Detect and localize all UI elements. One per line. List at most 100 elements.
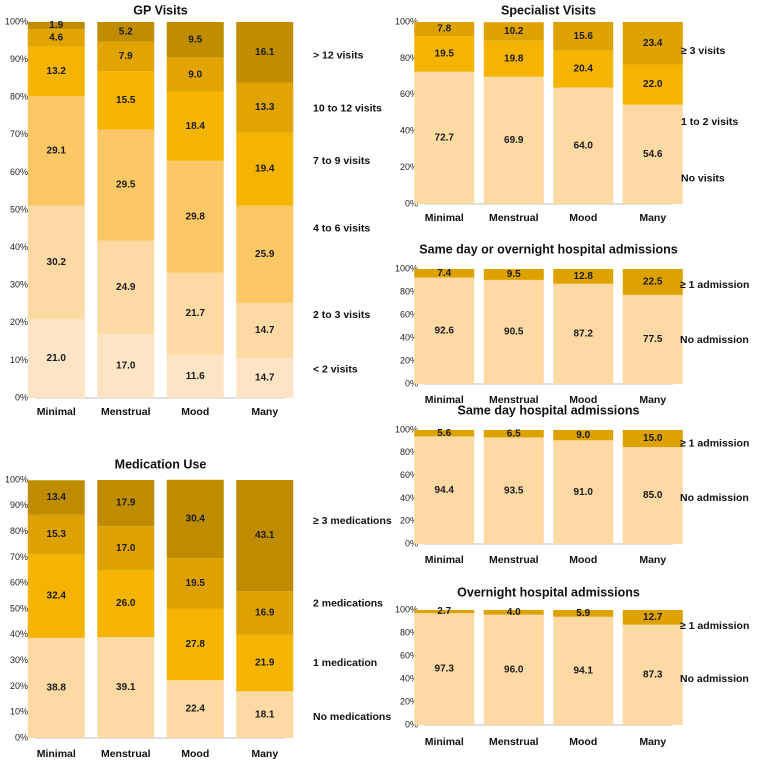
sameday-ytick-label: 20% (400, 516, 418, 526)
spec-category-label: Minimal (425, 212, 464, 224)
gp-ytick-label: 50% (10, 204, 28, 214)
gp-ytick-label: 70% (10, 129, 28, 139)
sameday-data-label: 85.0 (643, 490, 663, 501)
overnight-data-label: 97.3 (435, 664, 455, 675)
overnight-data-label: 5.9 (576, 608, 590, 619)
sameday-ytick-label: 80% (400, 447, 418, 457)
spec-data-label: 22.0 (643, 79, 663, 90)
gp-data-label: 29.8 (186, 211, 206, 222)
spec-category-label: Many (639, 212, 666, 224)
gp-data-label: 13.2 (47, 66, 67, 77)
gp-ytick-label: 100% (5, 16, 28, 26)
sameday-bar-segment (622, 430, 683, 448)
hosp-bar-segment (622, 294, 683, 384)
gp-data-label: 7.9 (119, 51, 133, 62)
hosp-title: Same day or overnight hospital admission… (419, 242, 677, 256)
hosp-bar-segment (622, 269, 683, 295)
hosp-ytick-label: 60% (400, 309, 418, 319)
overnight-ytick-label: 60% (400, 650, 418, 660)
hosp-legend-label: ≥ 1 admission (680, 279, 749, 291)
spec-data-label: 10.2 (504, 26, 524, 37)
gp-data-label: 1.9 (49, 20, 63, 31)
spec-data-label: 69.9 (504, 135, 524, 146)
hosp-bar-segment (553, 269, 614, 284)
gp-data-label: 13.3 (255, 102, 275, 113)
sameday-data-label: 15.0 (643, 433, 663, 444)
gp-ytick-label: 90% (10, 54, 28, 64)
overnight-data-label: 12.7 (643, 612, 663, 623)
med-bar-segment (236, 480, 294, 592)
overnight-ytick-label: 80% (400, 627, 418, 637)
overnight-legend-label: ≥ 1 admission (680, 620, 749, 632)
hosp-data-label: 7.4 (437, 268, 451, 279)
spec-ytick-label: 60% (400, 89, 418, 99)
gp-bar-segment (27, 29, 85, 47)
gp-bar-segment (27, 96, 85, 206)
spec-bar-segment (553, 87, 614, 204)
med-data-label: 17.9 (116, 498, 136, 509)
med-bar-segment (166, 479, 224, 559)
gp-bar-segment (236, 205, 294, 303)
overnight-category-label: Mood (569, 736, 597, 748)
gp-data-label: 24.9 (116, 282, 136, 293)
gp-bar-segment (236, 82, 294, 133)
med-data-label: 38.8 (47, 683, 67, 694)
hosp-category-label: Menstrual (489, 394, 539, 406)
gp-data-label: 18.4 (186, 121, 206, 132)
overnight-data-label: 4.0 (507, 607, 521, 618)
med-data-label: 22.4 (186, 704, 206, 715)
gp-ytick-label: 10% (10, 355, 28, 365)
spec-title: Specialist Visits (501, 3, 596, 17)
gp-category-label: Menstrual (101, 406, 151, 418)
overnight-bar-segment (414, 610, 475, 614)
overnight-bar-segment (483, 614, 544, 725)
sameday-ytick-label: 0% (405, 538, 418, 548)
overnight-category-label: Menstrual (489, 736, 539, 748)
med-data-label: 27.8 (186, 639, 206, 650)
hosp-bar-segment (483, 279, 544, 384)
med-ytick-label: 10% (10, 707, 28, 717)
med-category-label: Menstrual (101, 748, 151, 760)
med-legend-label: 1 medication (313, 657, 377, 669)
gp-bar-segment (236, 132, 294, 206)
gp-data-label: 17.0 (116, 361, 136, 372)
gp-ytick-label: 40% (10, 242, 28, 252)
gp-ytick-label: 80% (10, 92, 28, 102)
hosp-category-label: Mood (569, 394, 597, 406)
gp-data-label: 29.1 (47, 145, 67, 156)
gp-bar-segment (97, 22, 155, 42)
gp-data-label: 21.0 (47, 353, 67, 364)
overnight-category-label: Many (639, 736, 666, 748)
spec-data-label: 64.0 (574, 140, 594, 151)
overnight-data-label: 94.1 (574, 666, 594, 677)
sameday-data-label: 6.5 (507, 428, 521, 439)
med-data-label: 15.3 (47, 529, 67, 540)
med-ytick-label: 70% (10, 552, 28, 562)
sameday-bar-segment (622, 447, 683, 544)
gp-bar-segment (166, 91, 224, 161)
overnight-ytick-label: 40% (400, 673, 418, 683)
spec-ytick-label: 0% (405, 198, 418, 208)
med-category-label: Minimal (37, 748, 76, 760)
spec-bar-segment (622, 64, 683, 105)
overnight-ytick-label: 0% (405, 719, 418, 729)
med-bar-segment (27, 480, 85, 515)
gp-data-label: 15.5 (116, 95, 136, 106)
med-legend-label: No medications (313, 711, 391, 723)
overnight-data-label: 96.0 (504, 664, 524, 675)
gp-bar-segment (27, 205, 85, 320)
med-ytick-label: 90% (10, 500, 28, 510)
gp-bar-segment (166, 160, 224, 273)
med-data-label: 13.4 (47, 492, 67, 503)
med-ytick-label: 50% (10, 603, 28, 613)
med-data-label: 18.1 (255, 709, 275, 720)
spec-data-label: 7.8 (437, 24, 451, 35)
spec-data-label: 19.5 (435, 49, 455, 60)
hosp-data-label: 77.5 (643, 334, 663, 345)
overnight-legend-label: No admission (680, 673, 749, 685)
med-bar-segment (27, 554, 85, 638)
hosp-category-label: Many (639, 394, 666, 406)
spec-category-label: Menstrual (489, 212, 539, 224)
sameday-ytick-label: 40% (400, 493, 418, 503)
